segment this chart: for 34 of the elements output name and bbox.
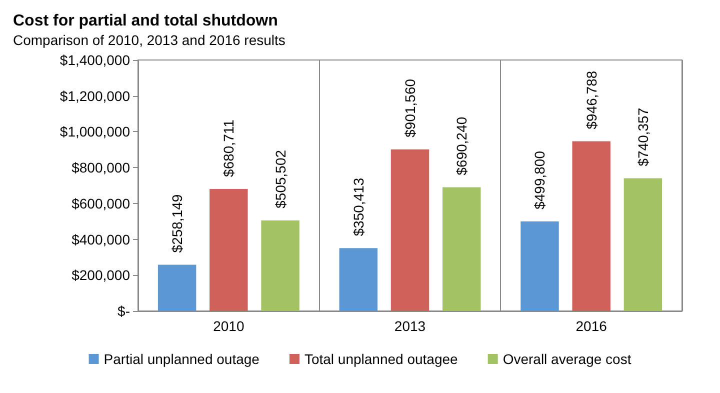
data-label: $499,800: [532, 150, 548, 210]
x-tick-label: 2010: [213, 318, 244, 334]
y-tick-label: $-: [118, 303, 130, 319]
bar: [261, 220, 300, 311]
y-tick-label: $1,400,000: [60, 52, 130, 68]
bar: [210, 188, 248, 311]
data-label: $901,560: [402, 78, 418, 138]
chart-title: Cost for partial and total shutdown: [13, 12, 278, 30]
bar: [339, 248, 378, 311]
y-tick-label: $400,000: [72, 231, 130, 248]
data-label: $505,502: [272, 150, 288, 208]
x-tick-label: 2013: [394, 318, 426, 334]
data-label: $690,240: [454, 116, 470, 176]
y-tick-label: $1,200,000: [60, 88, 130, 104]
y-tick-label: $200,000: [72, 267, 130, 284]
bar: [158, 264, 196, 311]
legend-label: Total unplanned outagee: [304, 351, 458, 367]
data-label: $740,357: [634, 108, 651, 166]
bar: [442, 187, 481, 311]
legend-label: Partial unplanned outage: [104, 351, 260, 367]
bar: [390, 149, 430, 311]
data-label: $680,711: [220, 119, 237, 177]
bar: [624, 178, 662, 311]
data-label: $946,788: [583, 70, 600, 130]
data-label: $258,149: [169, 194, 186, 253]
bar: [572, 141, 610, 311]
data-label: $350,413: [350, 178, 366, 236]
bar: [520, 221, 559, 311]
chart-subtitle: Comparison of 2010, 2013 and 2016 results: [13, 32, 286, 48]
y-tick-label: $800,000: [72, 160, 130, 176]
legend-label: Overall average cost: [502, 351, 632, 367]
x-tick-label: 2016: [576, 318, 608, 334]
y-tick-label: $600,000: [72, 195, 130, 212]
y-tick-label: $1,000,000: [60, 124, 130, 140]
